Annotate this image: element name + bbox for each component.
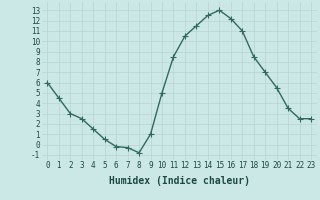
X-axis label: Humidex (Indice chaleur): Humidex (Indice chaleur) — [109, 176, 250, 186]
